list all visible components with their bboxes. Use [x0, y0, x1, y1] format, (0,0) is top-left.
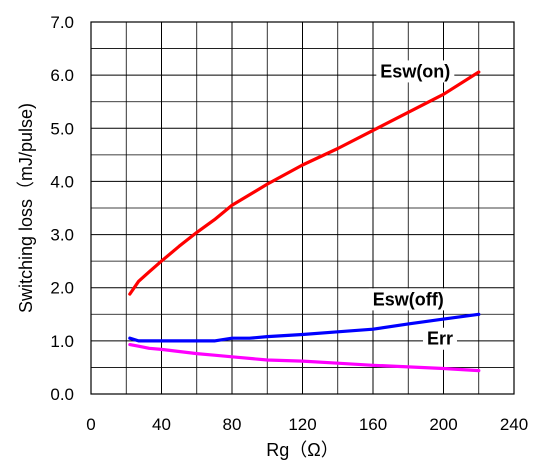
y-tick-label: 6.0: [50, 66, 74, 85]
x-tick-labels: 0 40 80 120 160 200 240: [86, 415, 528, 434]
x-tick-label: 120: [288, 415, 316, 434]
annotation-background: [368, 288, 448, 311]
series-line-esw-off: [128, 312, 481, 343]
x-tick-label: 80: [223, 415, 242, 434]
series-layer: [128, 70, 481, 373]
y-tick-label: 7.0: [50, 13, 74, 32]
y-axis-label: Switching loss（mJ/pulse): [16, 103, 36, 313]
annotation-background: [376, 60, 455, 83]
series-annotation: Esw(off): [373, 289, 444, 309]
y-tick-label: 3.0: [50, 226, 74, 245]
x-tick-label: 200: [429, 415, 457, 434]
x-tick-label: 240: [500, 415, 528, 434]
y-tick-labels: 0.0 1.0 2.0 3.0 4.0 5.0 6.0 7.0: [50, 13, 74, 404]
x-axis-label: Rg（Ω）: [266, 440, 338, 460]
series-annotation: Err: [427, 329, 453, 349]
x-tick-label: 160: [359, 415, 387, 434]
plot-frame: [90, 21, 515, 395]
y-tick-label: 5.0: [50, 119, 74, 138]
y-tick-label: 2.0: [50, 279, 74, 298]
annotation-background: [422, 327, 457, 350]
y-tick-label: 4.0: [50, 172, 74, 191]
x-tick-label: 0: [86, 415, 95, 434]
annotation-layer: Esw(on) Esw(off) Err: [368, 60, 457, 350]
y-tick-label: 0.0: [50, 385, 74, 404]
x-tick-label: 40: [152, 415, 171, 434]
y-tick-label: 1.0: [50, 332, 74, 351]
series-line-esw-on: [128, 70, 481, 296]
series-annotation: Esw(on): [380, 61, 450, 81]
series-line-err: [128, 343, 481, 373]
